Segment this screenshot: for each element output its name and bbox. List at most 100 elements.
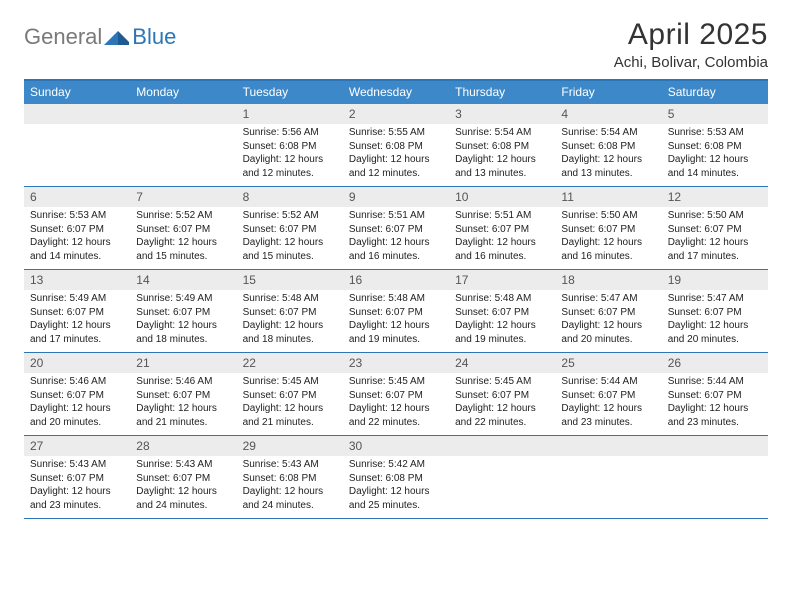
- day-number: 2: [343, 104, 449, 124]
- sunrise-line: Sunrise: 5:43 AM: [30, 458, 124, 472]
- sunset-line: Sunset: 6:07 PM: [30, 223, 124, 237]
- sunrise-line: Sunrise: 5:45 AM: [349, 375, 443, 389]
- sunrise-line: Sunrise: 5:54 AM: [561, 126, 655, 140]
- sunset-line: Sunset: 6:07 PM: [668, 306, 762, 320]
- daylight-line: Daylight: 12 hours and 23 minutes.: [30, 485, 124, 512]
- day-body: Sunrise: 5:43 AMSunset: 6:07 PMDaylight:…: [24, 456, 130, 516]
- day-cell: 27Sunrise: 5:43 AMSunset: 6:07 PMDayligh…: [24, 436, 130, 518]
- day-number: 9: [343, 187, 449, 207]
- sunrise-line: Sunrise: 5:45 AM: [243, 375, 337, 389]
- sunset-line: Sunset: 6:07 PM: [668, 389, 762, 403]
- daylight-line: Daylight: 12 hours and 19 minutes.: [349, 319, 443, 346]
- day-body: Sunrise: 5:43 AMSunset: 6:07 PMDaylight:…: [130, 456, 236, 516]
- day-cell: 24Sunrise: 5:45 AMSunset: 6:07 PMDayligh…: [449, 353, 555, 435]
- daylight-line: Daylight: 12 hours and 12 minutes.: [349, 153, 443, 180]
- day-body: Sunrise: 5:46 AMSunset: 6:07 PMDaylight:…: [130, 373, 236, 433]
- sunrise-line: Sunrise: 5:53 AM: [668, 126, 762, 140]
- sunrise-line: Sunrise: 5:55 AM: [349, 126, 443, 140]
- sunrise-line: Sunrise: 5:48 AM: [455, 292, 549, 306]
- day-cell: 23Sunrise: 5:45 AMSunset: 6:07 PMDayligh…: [343, 353, 449, 435]
- sunrise-line: Sunrise: 5:50 AM: [668, 209, 762, 223]
- sunset-line: Sunset: 6:08 PM: [561, 140, 655, 154]
- empty-day-number: [555, 436, 661, 456]
- daylight-line: Daylight: 12 hours and 13 minutes.: [455, 153, 549, 180]
- daylight-line: Daylight: 12 hours and 18 minutes.: [243, 319, 337, 346]
- sunset-line: Sunset: 6:08 PM: [455, 140, 549, 154]
- day-body: Sunrise: 5:51 AMSunset: 6:07 PMDaylight:…: [449, 207, 555, 267]
- day-cell: 7Sunrise: 5:52 AMSunset: 6:07 PMDaylight…: [130, 187, 236, 269]
- sunrise-line: Sunrise: 5:46 AM: [30, 375, 124, 389]
- week-row: 13Sunrise: 5:49 AMSunset: 6:07 PMDayligh…: [24, 270, 768, 353]
- calendar-grid: Sunday Monday Tuesday Wednesday Thursday…: [24, 79, 768, 519]
- sunrise-line: Sunrise: 5:47 AM: [668, 292, 762, 306]
- week-row: 20Sunrise: 5:46 AMSunset: 6:07 PMDayligh…: [24, 353, 768, 436]
- daylight-line: Daylight: 12 hours and 20 minutes.: [561, 319, 655, 346]
- day-cell: 2Sunrise: 5:55 AMSunset: 6:08 PMDaylight…: [343, 104, 449, 186]
- day-cell: 11Sunrise: 5:50 AMSunset: 6:07 PMDayligh…: [555, 187, 661, 269]
- day-cell: 12Sunrise: 5:50 AMSunset: 6:07 PMDayligh…: [662, 187, 768, 269]
- day-body: Sunrise: 5:49 AMSunset: 6:07 PMDaylight:…: [24, 290, 130, 350]
- sunset-line: Sunset: 6:08 PM: [349, 140, 443, 154]
- sunset-line: Sunset: 6:07 PM: [455, 306, 549, 320]
- day-cell: 4Sunrise: 5:54 AMSunset: 6:08 PMDaylight…: [555, 104, 661, 186]
- day-number: 1: [237, 104, 343, 124]
- day-body: Sunrise: 5:50 AMSunset: 6:07 PMDaylight:…: [555, 207, 661, 267]
- sunset-line: Sunset: 6:07 PM: [349, 389, 443, 403]
- day-cell: 5Sunrise: 5:53 AMSunset: 6:08 PMDaylight…: [662, 104, 768, 186]
- sunset-line: Sunset: 6:08 PM: [349, 472, 443, 486]
- sunset-line: Sunset: 6:07 PM: [30, 306, 124, 320]
- day-number: 17: [449, 270, 555, 290]
- day-number: 8: [237, 187, 343, 207]
- day-number: 19: [662, 270, 768, 290]
- sunset-line: Sunset: 6:08 PM: [243, 140, 337, 154]
- calendar-document: General Blue April 2025 Achi, Bolivar, C…: [0, 0, 792, 529]
- page-title: April 2025: [614, 18, 768, 52]
- sunrise-line: Sunrise: 5:51 AM: [349, 209, 443, 223]
- sunset-line: Sunset: 6:07 PM: [561, 223, 655, 237]
- daylight-line: Daylight: 12 hours and 16 minutes.: [349, 236, 443, 263]
- day-body: Sunrise: 5:54 AMSunset: 6:08 PMDaylight:…: [449, 124, 555, 184]
- day-body: Sunrise: 5:47 AMSunset: 6:07 PMDaylight:…: [662, 290, 768, 350]
- day-number: 7: [130, 187, 236, 207]
- daylight-line: Daylight: 12 hours and 17 minutes.: [668, 236, 762, 263]
- sunrise-line: Sunrise: 5:44 AM: [561, 375, 655, 389]
- day-number: 6: [24, 187, 130, 207]
- day-body: Sunrise: 5:51 AMSunset: 6:07 PMDaylight:…: [343, 207, 449, 267]
- day-cell: 29Sunrise: 5:43 AMSunset: 6:08 PMDayligh…: [237, 436, 343, 518]
- sunrise-line: Sunrise: 5:50 AM: [561, 209, 655, 223]
- daylight-line: Daylight: 12 hours and 16 minutes.: [561, 236, 655, 263]
- sunset-line: Sunset: 6:07 PM: [349, 223, 443, 237]
- sunrise-line: Sunrise: 5:43 AM: [243, 458, 337, 472]
- sunrise-line: Sunrise: 5:49 AM: [136, 292, 230, 306]
- sunset-line: Sunset: 6:07 PM: [243, 223, 337, 237]
- day-body: Sunrise: 5:47 AMSunset: 6:07 PMDaylight:…: [555, 290, 661, 350]
- week-row: 1Sunrise: 5:56 AMSunset: 6:08 PMDaylight…: [24, 104, 768, 187]
- sunrise-line: Sunrise: 5:44 AM: [668, 375, 762, 389]
- sunrise-line: Sunrise: 5:49 AM: [30, 292, 124, 306]
- day-body: Sunrise: 5:43 AMSunset: 6:08 PMDaylight:…: [237, 456, 343, 516]
- location-subtitle: Achi, Bolivar, Colombia: [614, 54, 768, 71]
- day-number: 29: [237, 436, 343, 456]
- sunset-line: Sunset: 6:07 PM: [30, 389, 124, 403]
- day-body: Sunrise: 5:45 AMSunset: 6:07 PMDaylight:…: [449, 373, 555, 433]
- day-cell: 10Sunrise: 5:51 AMSunset: 6:07 PMDayligh…: [449, 187, 555, 269]
- dow-sunday: Sunday: [24, 81, 130, 104]
- day-body: Sunrise: 5:48 AMSunset: 6:07 PMDaylight:…: [343, 290, 449, 350]
- sunrise-line: Sunrise: 5:52 AM: [136, 209, 230, 223]
- day-cell: 22Sunrise: 5:45 AMSunset: 6:07 PMDayligh…: [237, 353, 343, 435]
- day-body: Sunrise: 5:52 AMSunset: 6:07 PMDaylight:…: [237, 207, 343, 267]
- dow-friday: Friday: [555, 81, 661, 104]
- sunrise-line: Sunrise: 5:46 AM: [136, 375, 230, 389]
- day-body: Sunrise: 5:46 AMSunset: 6:07 PMDaylight:…: [24, 373, 130, 433]
- dow-thursday: Thursday: [449, 81, 555, 104]
- daylight-line: Daylight: 12 hours and 16 minutes.: [455, 236, 549, 263]
- daylight-line: Daylight: 12 hours and 21 minutes.: [243, 402, 337, 429]
- dow-monday: Monday: [130, 81, 236, 104]
- day-body: Sunrise: 5:42 AMSunset: 6:08 PMDaylight:…: [343, 456, 449, 516]
- sunset-line: Sunset: 6:08 PM: [668, 140, 762, 154]
- day-body: Sunrise: 5:55 AMSunset: 6:08 PMDaylight:…: [343, 124, 449, 184]
- daylight-line: Daylight: 12 hours and 19 minutes.: [455, 319, 549, 346]
- daylight-line: Daylight: 12 hours and 25 minutes.: [349, 485, 443, 512]
- week-row: 27Sunrise: 5:43 AMSunset: 6:07 PMDayligh…: [24, 436, 768, 519]
- sunset-line: Sunset: 6:07 PM: [349, 306, 443, 320]
